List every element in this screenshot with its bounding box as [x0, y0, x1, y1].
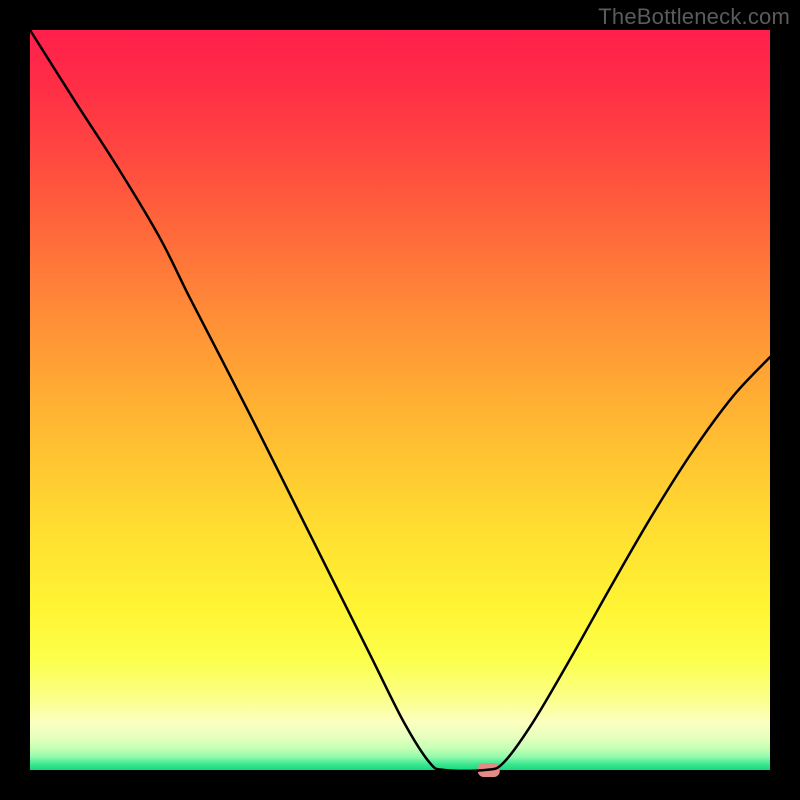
plot-area [30, 30, 770, 770]
bottleneck-chart [0, 0, 800, 800]
chart-container: TheBottleneck.com [0, 0, 800, 800]
watermark-text: TheBottleneck.com [598, 4, 790, 30]
